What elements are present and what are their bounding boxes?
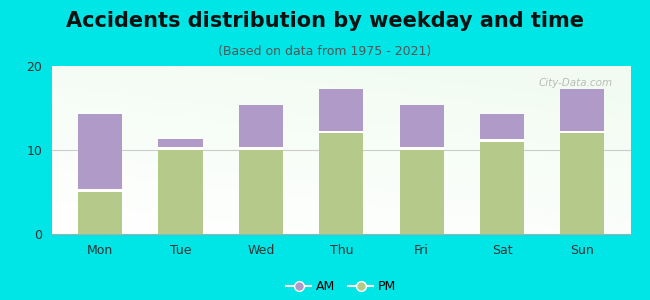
Bar — [400, 148, 444, 150]
Bar — [480, 142, 524, 234]
Bar — [480, 139, 524, 142]
Bar — [319, 89, 363, 131]
Bar — [560, 133, 604, 234]
Bar — [159, 150, 203, 234]
Bar — [159, 139, 203, 148]
Bar — [400, 106, 444, 148]
Bar — [239, 150, 283, 234]
Bar — [239, 148, 283, 150]
Legend: AM, PM: AM, PM — [281, 275, 401, 298]
Text: (Based on data from 1975 - 2021): (Based on data from 1975 - 2021) — [218, 44, 432, 58]
Bar — [239, 106, 283, 148]
Text: Accidents distribution by weekday and time: Accidents distribution by weekday and ti… — [66, 11, 584, 31]
Bar — [400, 150, 444, 234]
Bar — [319, 131, 363, 133]
Bar — [78, 190, 122, 192]
Bar — [480, 114, 524, 139]
Bar — [159, 148, 203, 150]
Bar — [560, 131, 604, 133]
Bar — [319, 133, 363, 234]
Bar — [560, 89, 604, 131]
Bar — [78, 192, 122, 234]
Text: City-Data.com: City-Data.com — [539, 78, 613, 88]
Bar — [78, 114, 122, 190]
